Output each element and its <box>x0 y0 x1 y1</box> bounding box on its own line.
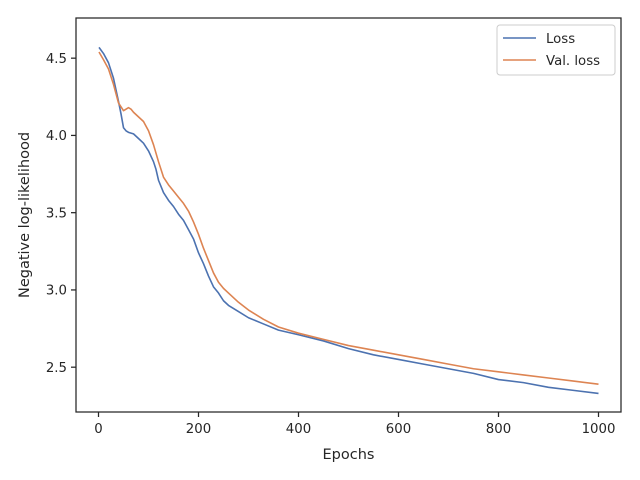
legend: Loss Val. loss <box>496 24 616 76</box>
y-tick-label: 3.0 <box>46 284 67 299</box>
x-tick-label: 400 <box>286 422 311 437</box>
x-tick-label: 0 <box>94 422 102 437</box>
series-line-loss <box>98 46 599 395</box>
y-tick-label: 2.5 <box>46 361 67 376</box>
plot-area <box>76 18 621 412</box>
x-tick-label: 800 <box>486 422 511 437</box>
y-tick-label: 4.0 <box>46 129 67 144</box>
series-layer <box>98 46 599 395</box>
y-tick-label: 4.5 <box>46 52 67 67</box>
x-tick-label: 1000 <box>582 422 616 437</box>
x-tick-label: 200 <box>186 422 211 437</box>
legend-label-val-loss: Val. loss <box>546 54 600 69</box>
x-axis-ticks: 0 200 400 600 800 1000 <box>94 412 615 437</box>
plot-frame <box>75 17 622 413</box>
y-axis-label: Negative log-likelihood <box>17 132 33 298</box>
x-tick-label: 600 <box>386 422 411 437</box>
x-axis-label: Epochs <box>323 447 375 463</box>
y-axis-ticks: 2.5 3.0 3.5 4.0 4.5 <box>46 52 76 376</box>
series-line-val-loss <box>98 51 599 385</box>
y-tick-label: 3.5 <box>46 206 67 221</box>
legend-label-loss: Loss <box>546 32 575 47</box>
